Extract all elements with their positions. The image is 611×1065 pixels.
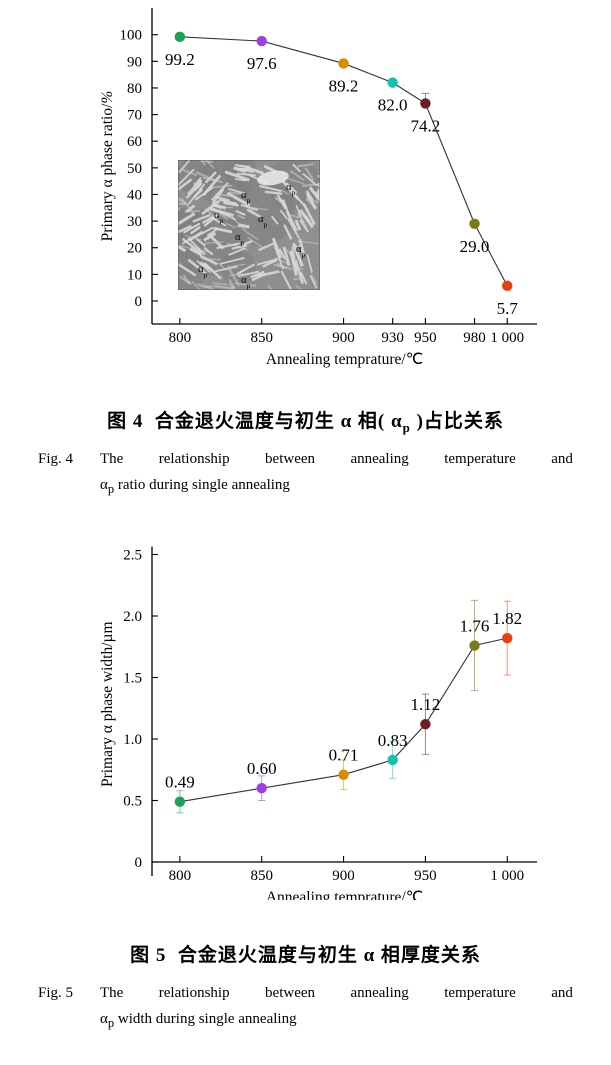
svg-text:89.2: 89.2 (329, 76, 359, 95)
svg-text:950: 950 (414, 868, 437, 884)
svg-text:20: 20 (127, 241, 142, 257)
svg-text:0: 0 (135, 294, 143, 310)
svg-text:800: 800 (169, 868, 192, 884)
svg-text:930: 930 (381, 330, 404, 346)
svg-text:0.71: 0.71 (329, 746, 359, 765)
svg-text:50: 50 (127, 161, 142, 177)
svg-text:0: 0 (135, 855, 143, 871)
svg-text:2.0: 2.0 (123, 609, 142, 625)
svg-text:0.83: 0.83 (378, 731, 408, 750)
svg-text:60: 60 (127, 134, 142, 150)
svg-text:Annealing temprature/℃: Annealing temprature/℃ (266, 351, 423, 368)
svg-text:1.76: 1.76 (460, 617, 490, 636)
svg-text:850: 850 (250, 868, 273, 884)
svg-text:Primary α phase ratio/%: Primary α phase ratio/% (99, 91, 116, 242)
svg-text:5.7: 5.7 (497, 299, 519, 318)
svg-text:1.82: 1.82 (492, 609, 522, 628)
svg-text:0.5: 0.5 (123, 794, 142, 810)
svg-text:Primary α phase width/µm: Primary α phase width/µm (99, 621, 116, 787)
svg-text:1 000: 1 000 (490, 868, 524, 884)
svg-text:40: 40 (127, 187, 142, 203)
svg-text:980: 980 (463, 330, 486, 346)
svg-text:850: 850 (250, 330, 273, 346)
svg-text:74.2: 74.2 (411, 116, 441, 135)
svg-text:800: 800 (169, 330, 192, 346)
svg-text:70: 70 (127, 108, 142, 124)
svg-text:99.2: 99.2 (165, 50, 195, 69)
svg-text:Annealing temprature/℃: Annealing temprature/℃ (266, 889, 423, 900)
svg-text:1.12: 1.12 (411, 695, 441, 714)
svg-text:1 000: 1 000 (490, 330, 524, 346)
svg-text:30: 30 (127, 214, 142, 230)
svg-text:900: 900 (332, 868, 355, 884)
svg-text:97.6: 97.6 (247, 54, 277, 73)
svg-text:100: 100 (120, 28, 143, 44)
svg-text:1.0: 1.0 (123, 732, 142, 748)
svg-text:0.60: 0.60 (247, 759, 277, 778)
svg-text:90: 90 (127, 54, 142, 70)
svg-text:80: 80 (127, 81, 142, 97)
svg-text:950: 950 (414, 330, 437, 346)
svg-text:0.49: 0.49 (165, 773, 195, 792)
svg-text:29.0: 29.0 (460, 237, 490, 256)
svg-text:900: 900 (332, 330, 355, 346)
svg-text:1.5: 1.5 (123, 671, 142, 687)
svg-text:10: 10 (127, 267, 142, 283)
svg-text:82.0: 82.0 (378, 96, 408, 115)
svg-text:2.5: 2.5 (123, 548, 142, 564)
